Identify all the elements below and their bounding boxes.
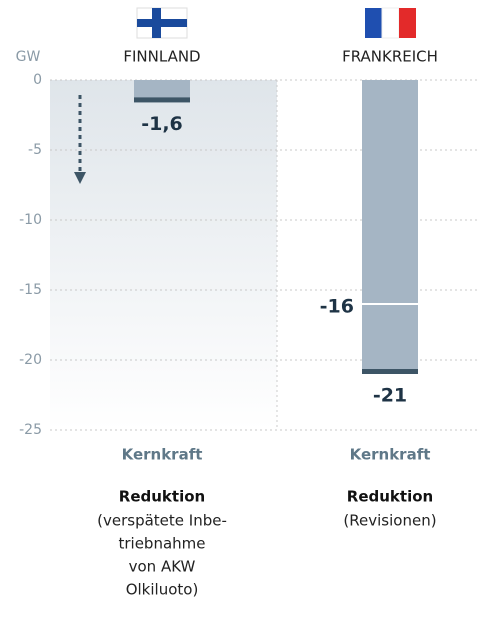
description-title: Reduktion <box>119 488 205 506</box>
bar-end <box>362 369 418 374</box>
subcategory-label: Kernkraft <box>122 446 203 464</box>
value-label: -1,6 <box>141 113 183 135</box>
bar-end <box>134 97 190 103</box>
description-line: Olkiluoto) <box>126 581 199 599</box>
y-tick-label: -25 <box>19 422 42 438</box>
bar <box>134 80 190 103</box>
y-tick-label: -20 <box>19 352 42 368</box>
description-line: (verspätete Inbe- <box>97 512 227 530</box>
subcategory-label: Kernkraft <box>350 446 431 464</box>
y-axis-label: GW <box>16 49 41 65</box>
description-line: (Revisionen) <box>343 512 436 530</box>
description-line: triebnahme <box>118 535 205 553</box>
description-title: Reduktion <box>347 488 433 506</box>
flag-france <box>365 7 416 39</box>
category-label: FINNLAND <box>123 48 200 66</box>
y-tick-label: -15 <box>19 282 42 298</box>
y-tick-label: -10 <box>19 212 42 228</box>
value-label: -21 <box>373 385 407 407</box>
category-label: FRANKREICH <box>342 48 438 66</box>
description-line: von AKW <box>129 558 196 576</box>
bar <box>362 80 418 374</box>
panel-shade <box>50 80 277 430</box>
marker-label: -16 <box>320 296 354 318</box>
flag-finland <box>136 7 188 39</box>
y-tick-label: 0 <box>33 72 42 88</box>
y-tick-label: -5 <box>28 142 42 158</box>
